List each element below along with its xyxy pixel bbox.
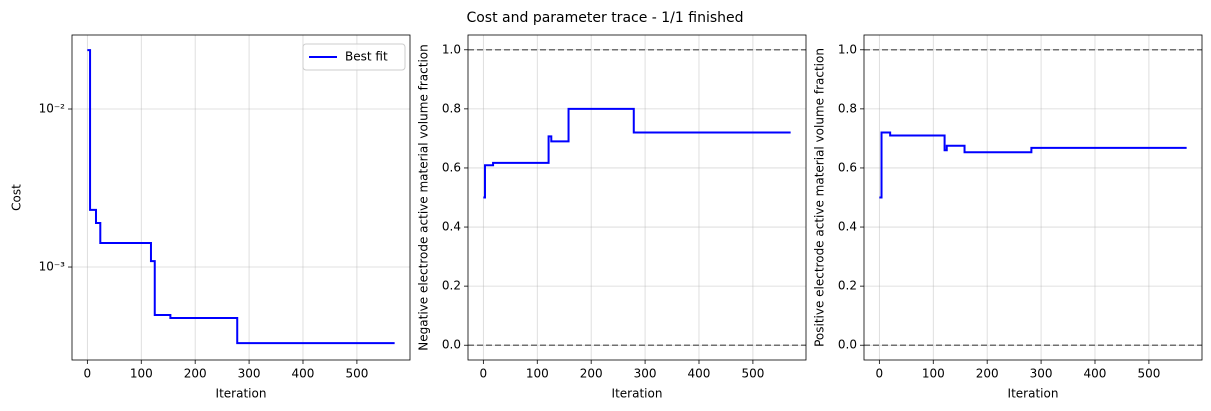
y-tick-label: 0.2 <box>838 279 857 293</box>
x-tick-label: 200 <box>580 367 603 381</box>
x-axis-label: Iteration <box>612 387 663 401</box>
y-tick-label: 10⁻³ <box>39 260 66 274</box>
x-tick-label: 100 <box>130 367 153 381</box>
y-tick-label: 0.6 <box>442 160 461 174</box>
x-tick-label: 500 <box>741 367 764 381</box>
y-tick-label: 0.8 <box>838 101 857 115</box>
y-tick-label: 0.0 <box>442 338 461 352</box>
plot-frame <box>863 34 1203 361</box>
y-axis-label: Positive electrode active material volum… <box>813 48 827 347</box>
x-tick-label: 400 <box>688 367 711 381</box>
y-axis-label: Cost <box>10 184 24 211</box>
y-tick-label: 0.2 <box>442 279 461 293</box>
figure-title: Cost and parameter trace - 1/1 finished <box>466 10 743 26</box>
x-axis-label: Iteration <box>216 387 267 401</box>
plot-frame <box>71 34 411 361</box>
data-line <box>879 131 1187 199</box>
y-tick-label: 1.0 <box>838 42 857 56</box>
x-tick-label: 500 <box>345 367 368 381</box>
x-tick-label: 300 <box>1030 367 1053 381</box>
x-tick-label: 100 <box>922 367 945 381</box>
legend-label: Best fit <box>345 50 388 64</box>
x-tick-label: 0 <box>84 367 92 381</box>
x-tick-label: 300 <box>238 367 261 381</box>
data-line <box>87 49 395 345</box>
x-tick-label: 400 <box>292 367 315 381</box>
y-tick-label: 0.6 <box>838 160 857 174</box>
y-tick-label: 10⁻² <box>39 102 66 116</box>
x-tick-label: 0 <box>480 367 488 381</box>
y-tick-label: 0.8 <box>442 101 461 115</box>
x-tick-label: 0 <box>876 367 884 381</box>
y-tick-label: 0.4 <box>838 220 857 234</box>
y-tick-label: 1.0 <box>442 42 461 56</box>
x-tick-label: 200 <box>184 367 207 381</box>
y-axis-label: Negative electrode active material volum… <box>417 44 431 350</box>
x-axis-label: Iteration <box>1008 387 1059 401</box>
data-line <box>483 107 791 199</box>
plot-frame <box>467 34 807 361</box>
y-tick-label: 0.4 <box>442 220 461 234</box>
x-tick-label: 500 <box>1137 367 1160 381</box>
y-tick-label: 0.0 <box>838 338 857 352</box>
x-tick-label: 300 <box>634 367 657 381</box>
x-tick-label: 200 <box>976 367 999 381</box>
legend-box <box>302 43 406 71</box>
x-tick-label: 100 <box>526 367 549 381</box>
x-tick-label: 400 <box>1084 367 1107 381</box>
